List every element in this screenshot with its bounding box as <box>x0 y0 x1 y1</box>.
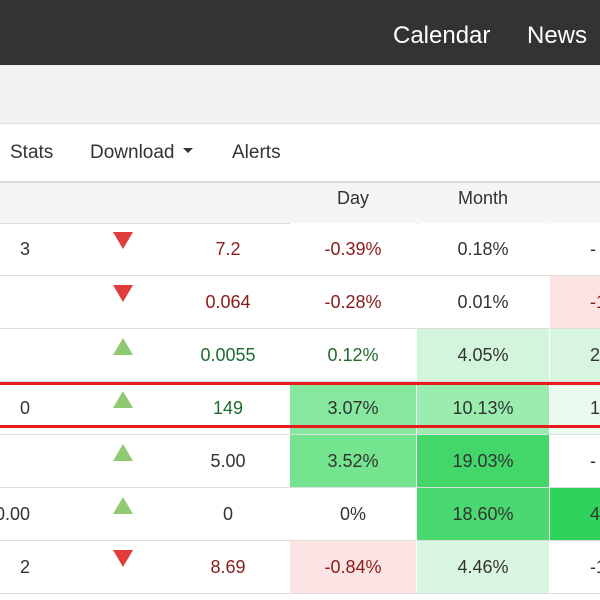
trend-down-icon <box>113 549 133 567</box>
cell-value: 0 <box>222 504 233 524</box>
cell-day-change: 3.52% <box>290 435 416 487</box>
trend-up-icon <box>113 390 133 408</box>
cell-year-change: -1 <box>550 276 600 328</box>
tab-alerts[interactable]: Alerts <box>232 142 281 163</box>
toolbar-strip <box>0 65 600 124</box>
cell-month-change: 19.03% <box>417 435 549 487</box>
cell-symbol: 0.00 <box>0 504 30 524</box>
sub-tabs: Stats Download Alerts <box>0 124 600 183</box>
cell-year-change: - <box>550 223 600 275</box>
cell-month-change: 18.60% <box>417 488 549 540</box>
cell-day-change: 3.07% <box>290 382 416 434</box>
cell-day-change: -0.39% <box>290 223 416 275</box>
cell-month-change: 0.01% <box>417 276 549 328</box>
cell-year-change: 2 <box>550 329 600 381</box>
cell-year-change: 46 <box>550 488 600 540</box>
cell-month-change: 0.18% <box>417 223 549 275</box>
top-navbar: Calendar News <box>0 0 600 65</box>
table-header: Day Month <box>0 183 600 224</box>
cell-symbol <box>0 329 30 381</box>
tab-stats[interactable]: Stats <box>10 142 54 163</box>
table-row[interactable]: 0.064 -0.28%0.01%-1 <box>0 276 600 329</box>
cell-symbol: 2 <box>19 557 30 577</box>
column-header-month[interactable]: Month <box>457 188 509 208</box>
cell-symbol <box>0 435 30 487</box>
cell-symbol <box>0 276 30 328</box>
table-row[interactable]: 0.00 0 0%18.60%46 <box>0 488 600 541</box>
cell-month-change: 10.13% <box>417 382 549 434</box>
cell-trend <box>110 541 136 593</box>
cell-value: 5.00 <box>210 451 246 471</box>
cell-trend <box>110 223 136 275</box>
nav-calendar-link[interactable]: Calendar <box>393 22 491 49</box>
trend-up-icon <box>113 443 133 461</box>
cell-month-change: 4.46% <box>417 541 549 593</box>
cell-symbol: 3 <box>19 239 30 259</box>
cell-year-change: -1 <box>550 541 600 593</box>
cell-year-change: 1 <box>550 382 600 434</box>
cell-value: 7.2 <box>215 239 241 259</box>
cell-month-change: 4.05% <box>417 329 549 381</box>
cell-value: 0.0055 <box>200 345 256 365</box>
cell-day-change: 0.12% <box>290 329 416 381</box>
cell-value: 0.064 <box>205 292 251 312</box>
column-header-day[interactable]: Day <box>336 188 369 208</box>
cell-value: 149 <box>212 398 244 418</box>
table-row[interactable]: 5.00 3.52% 19.03% - <box>0 435 600 488</box>
cell-day-change: 0% <box>290 488 416 540</box>
table-row[interactable]: 0 149 3.07% 10.13% 1 <box>0 382 600 435</box>
cell-value: 8.69 <box>210 557 246 577</box>
trend-down-icon <box>113 284 133 302</box>
trend-up-icon <box>113 496 133 514</box>
cell-symbol: 0 <box>19 398 30 418</box>
cell-trend <box>110 276 136 328</box>
caret-down-icon <box>182 148 193 154</box>
tab-download[interactable]: Download <box>90 141 193 165</box>
cell-trend <box>110 488 136 540</box>
cell-trend <box>110 382 136 434</box>
cell-day-change: -0.84% <box>290 541 416 593</box>
table-row[interactable]: 0.0055 0.12% 4.05% 2 <box>0 329 600 382</box>
cell-year-change: - <box>550 435 600 487</box>
tab-download-label: Download <box>90 142 175 163</box>
table-row[interactable]: 2 8.69 -0.84%4.46%-1 <box>0 541 600 594</box>
trend-down-icon <box>113 231 133 249</box>
nav-news-link[interactable]: News <box>527 22 588 49</box>
cell-trend <box>110 435 136 487</box>
table-row[interactable]: 3 7.2 -0.39% 0.18% - <box>0 223 600 276</box>
cell-trend <box>110 329 136 381</box>
trend-up-icon <box>113 337 133 355</box>
cell-day-change: -0.28% <box>290 276 416 328</box>
